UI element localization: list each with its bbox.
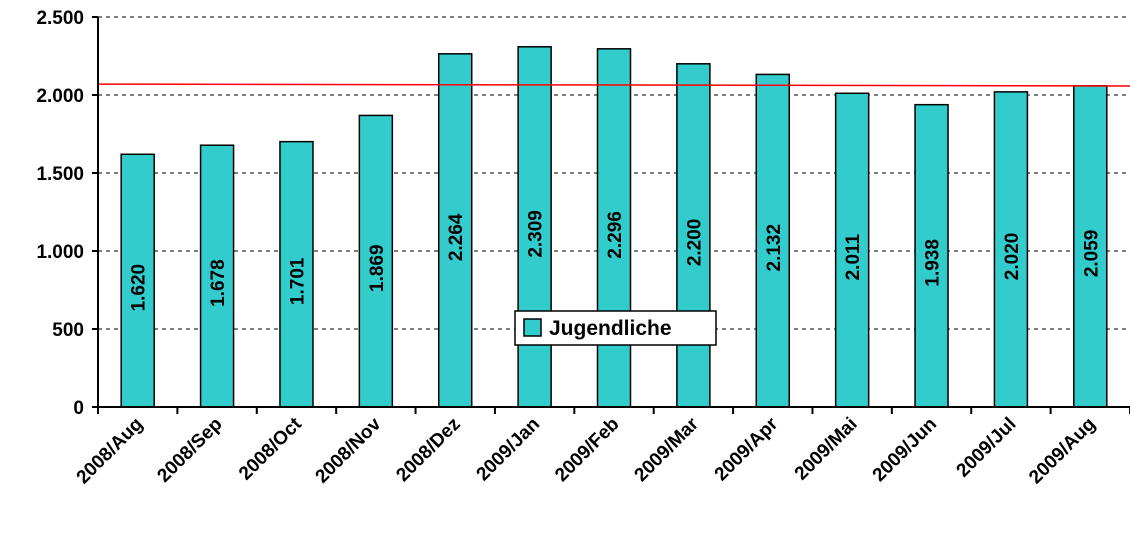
data-label: 1.620 <box>129 264 150 312</box>
trendline <box>97 83 1130 87</box>
data-label: 1.938 <box>923 239 944 287</box>
y-axis-ticks: 0 500 1.000 1.500 2.000 2.500 <box>36 8 98 419</box>
trendline-line <box>97 83 1130 87</box>
x-tick-label: 2008/Dez <box>392 414 464 486</box>
x-tick-label: 2009/Mar <box>631 413 704 486</box>
data-label: 2.011 <box>843 233 864 280</box>
data-label: 1.701 <box>287 257 308 305</box>
x-tick-label: 2008/Nov <box>312 413 386 487</box>
x-tick-label: 2009/Jun <box>869 414 941 486</box>
x-tick-label: 2009/Mai <box>791 414 862 485</box>
legend-box <box>514 310 717 346</box>
bar <box>993 91 1029 408</box>
bar <box>517 46 552 408</box>
data-label: 2.309 <box>526 210 547 258</box>
data-label: 2.264 <box>446 213 467 261</box>
x-tick-label: 2008/Oct <box>235 413 306 484</box>
data-label: 1.678 <box>208 259 229 307</box>
bar <box>834 92 870 408</box>
bar <box>755 73 791 408</box>
bar <box>279 140 314 408</box>
legend-swatch <box>523 318 542 337</box>
data-label: 2.296 <box>605 211 626 259</box>
bar <box>676 63 711 408</box>
x-tick-label: 2009/Apr <box>711 413 783 485</box>
x-tick-label: 2009/Jul <box>953 414 1021 482</box>
legend-label: Jugendliche <box>549 317 672 340</box>
data-label: 1.869 <box>367 244 388 292</box>
bar <box>358 114 394 408</box>
data-label: 2.132 <box>764 224 785 272</box>
axes <box>97 17 1130 408</box>
x-tick-label: 2008/Aug <box>73 414 148 489</box>
bars: 1.620 1.678 1.701 1.869 2.264 2.309 2.296 2.200… <box>120 46 1108 408</box>
y-tick-label: 2.500 <box>36 8 84 29</box>
bar <box>120 153 155 408</box>
x-tick-label: 2009/Feb <box>551 414 623 486</box>
x-tick-label: 2008/Sep <box>153 414 226 487</box>
y-tick-label: 500 <box>52 320 84 341</box>
bar <box>914 103 949 408</box>
y-tick-label: 2.000 <box>36 86 84 107</box>
data-label: 2.059 <box>1081 230 1102 278</box>
data-label: 2.200 <box>684 219 705 267</box>
y-tick-label: 1.500 <box>36 164 84 185</box>
y-tick-label: 0 <box>73 398 84 419</box>
y-tick-label: 1.000 <box>36 242 84 263</box>
bar <box>1073 85 1108 408</box>
x-tick-label: 2009/Aug <box>1025 414 1100 489</box>
x-tick-label: 2009/Jan <box>473 414 545 486</box>
data-label: 2.020 <box>1002 233 1023 281</box>
bar <box>437 53 473 408</box>
bar <box>596 48 632 408</box>
x-axis-ticks: 2008/Aug 2008/Sep 2008/Oct 2008/Nov 2008/Dez… <box>73 407 1130 488</box>
legend: Jugendliche <box>514 310 717 346</box>
